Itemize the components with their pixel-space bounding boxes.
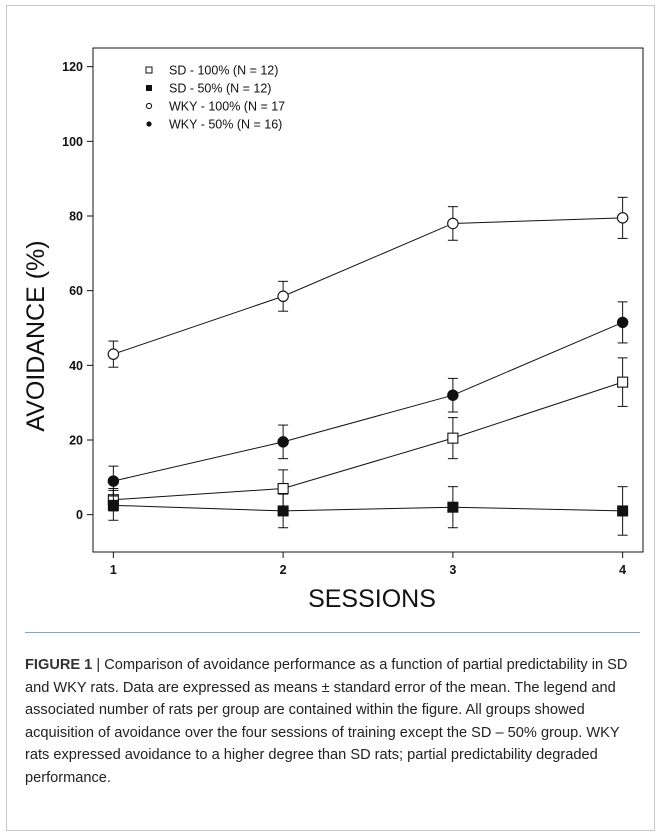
data-point	[617, 376, 629, 388]
x-tick-label: 2	[280, 563, 287, 577]
y-tick-label: 40	[69, 359, 83, 373]
legend-label: SD - 100% (N = 12)	[169, 64, 278, 78]
data-point	[447, 389, 459, 401]
data-point	[447, 217, 459, 230]
data-point	[277, 482, 289, 495]
y-axis-label: AVOIDANCE (%)	[22, 240, 50, 431]
data-point	[107, 475, 120, 487]
x-tick-label: 1	[110, 563, 117, 577]
figure-caption: FIGURE 1 | Comparison of avoidance perfo…	[25, 654, 640, 789]
legend-marker	[146, 85, 152, 91]
legend-label: SD - 50% (N = 12)	[169, 82, 271, 96]
caption-separator: |	[92, 657, 105, 673]
y-tick-label: 0	[76, 508, 83, 522]
x-axis-label: SESSIONS	[308, 585, 436, 613]
y-tick-label: 60	[69, 284, 83, 298]
caption-text: Comparison of avoidance performance as a…	[25, 657, 628, 786]
data-point	[277, 505, 289, 517]
caption-divider	[25, 632, 640, 633]
figure-frame	[6, 5, 655, 831]
series-line	[113, 321, 623, 482]
data-point	[616, 212, 629, 224]
data-point	[107, 499, 119, 511]
y-tick-label: 20	[69, 434, 83, 448]
series-line	[113, 217, 623, 355]
plot-area: 0 20 40 60 80 100 120 1 2 3 4 SD - 100% (N = 12) SD …	[62, 47, 644, 577]
x-tick-label: 4	[619, 563, 626, 577]
series-line	[113, 381, 623, 501]
data-point	[107, 348, 120, 360]
data-point	[616, 316, 629, 329]
y-tick-label: 80	[69, 210, 83, 224]
plot-border	[92, 47, 644, 553]
data-point	[277, 436, 289, 448]
legend-label: WKY - 50% (N = 16)	[169, 118, 282, 132]
legend-marker	[145, 102, 153, 110]
series-line	[113, 504, 623, 512]
data-point	[617, 505, 629, 517]
x-tick-label: 3	[449, 563, 456, 577]
legend-marker	[146, 121, 152, 127]
caption-label: FIGURE 1	[25, 657, 93, 673]
y-tick-label: 100	[62, 135, 83, 149]
data-point	[447, 501, 459, 513]
data-point	[277, 290, 289, 303]
legend-marker	[145, 66, 153, 74]
legend-label: WKY - 100% (N = 17	[169, 100, 285, 114]
avoidance-chart: 0 20 40 60 80 100 120 1 2 3 4 SD - 100% (N = 12) SD …	[22, 47, 644, 613]
y-tick-label: 120	[62, 60, 83, 74]
data-point	[447, 432, 459, 444]
